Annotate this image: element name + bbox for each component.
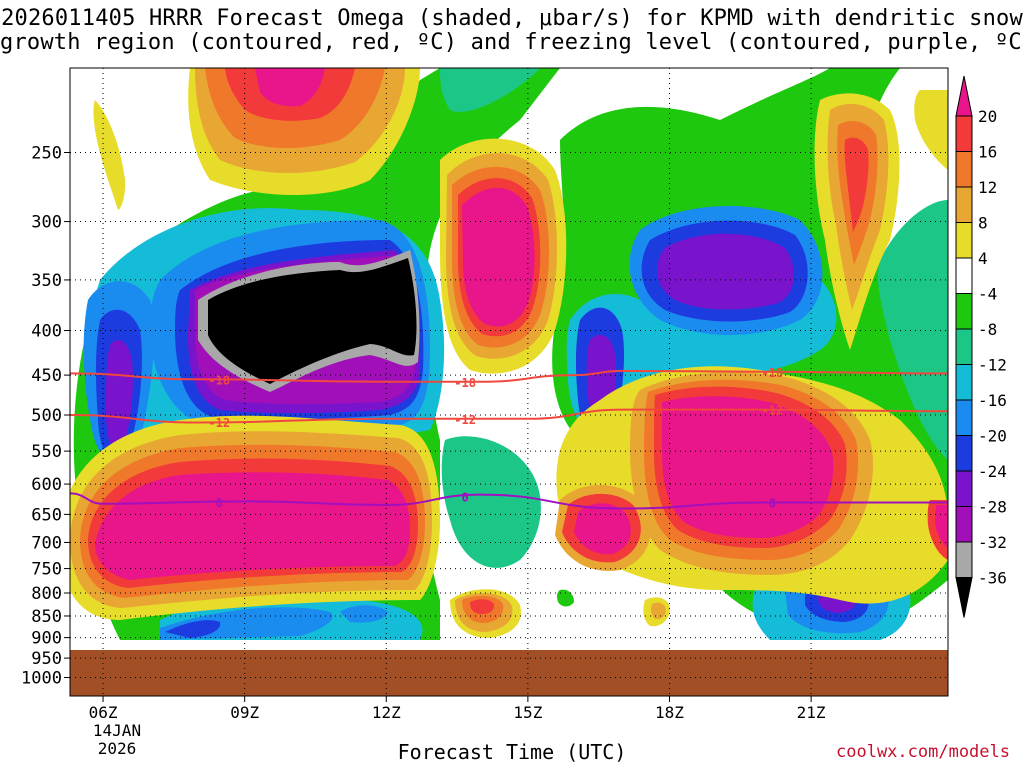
- colorbar-label: -8: [978, 320, 997, 339]
- y-tick-label: 750: [31, 560, 62, 580]
- ground-below-surface: [70, 650, 948, 696]
- contour-line: [70, 408, 948, 424]
- contour-line: [70, 369, 948, 383]
- colorbar-segment: [955, 151, 973, 188]
- colorbar-label: 8: [978, 214, 988, 233]
- y-tick-label: 600: [31, 475, 62, 495]
- colorbar-top-arrow: [955, 75, 973, 117]
- y-tick-label: 500: [31, 406, 62, 426]
- colorbar: 20 16 12 8 4 -4 -8 -12 -16 -20 -24 -28 -32 -36: [955, 75, 1007, 618]
- y-tick-label: 250: [31, 144, 62, 164]
- y-tick-label: 800: [31, 584, 62, 604]
- x-tick-label: 06Z: [89, 703, 118, 722]
- date-label-line-1: 14JAN: [93, 721, 141, 740]
- y-tick-label: 550: [31, 442, 62, 462]
- x-axis: 06Z 09Z 12Z 15Z 18Z 21Z: [89, 696, 826, 722]
- y-tick-label: 900: [31, 629, 62, 649]
- omega-region: [470, 599, 495, 614]
- contour-line: [70, 492, 948, 510]
- colorbar-label: 20: [978, 107, 997, 126]
- credit-text: coolwx.com/models: [836, 742, 1010, 762]
- y-tick-label: 950: [31, 649, 62, 669]
- contour-label: -12: [454, 413, 476, 427]
- contour-label: -18: [762, 366, 784, 380]
- colorbar-label: 12: [978, 178, 997, 197]
- y-tick-label: 400: [31, 322, 62, 342]
- contour-label: -12: [762, 404, 784, 418]
- omega-region: [95, 472, 410, 580]
- omega-region: [574, 503, 631, 555]
- x-tick-label: 21Z: [797, 703, 826, 722]
- colorbar-segment: [955, 506, 973, 543]
- colorbar-label: -20: [978, 427, 1007, 446]
- contour-label: -12: [208, 416, 230, 430]
- contour-label: 0: [216, 496, 223, 510]
- contour-label: -18: [454, 376, 476, 390]
- omega-region: [462, 187, 535, 327]
- x-tick-label: 18Z: [655, 703, 684, 722]
- colorbar-label: -36: [978, 569, 1007, 588]
- y-tick-label: 850: [31, 607, 62, 627]
- chart-title-line-1: 2026011405 HRRR Forecast Omega (shaded, …: [1, 6, 1023, 31]
- colorbar-segment: [955, 115, 973, 152]
- colorbar-segment: [955, 293, 973, 330]
- x-tick-label: 12Z: [372, 703, 401, 722]
- colorbar-label: -32: [978, 533, 1007, 552]
- y-tick-label: 700: [31, 533, 62, 553]
- colorbar-segment: [955, 435, 973, 472]
- colorbar-segment: [955, 470, 973, 507]
- contour-label: 0: [461, 490, 468, 504]
- x-axis-title: Forecast Time (UTC): [397, 740, 627, 764]
- omega-region: [340, 605, 388, 623]
- y-axis: 2503003504004505005506006507007508008509…: [21, 144, 70, 689]
- y-tick-label: 450: [31, 366, 62, 386]
- colorbar-label: -4: [978, 285, 997, 304]
- colorbar-segment: [955, 541, 973, 578]
- date-label-line-2: 2026: [98, 739, 137, 758]
- contour-label: 0: [769, 497, 776, 511]
- y-tick-label: 1000: [21, 669, 62, 689]
- omega-shading: [70, 68, 948, 696]
- colorbar-segment: [955, 399, 973, 436]
- omega-region: [106, 340, 133, 450]
- colorbar-label: -24: [978, 462, 1007, 481]
- colorbar-label: -16: [978, 391, 1007, 410]
- omega-region: [165, 620, 221, 638]
- omega-region: [878, 200, 948, 460]
- colorbar-segment: [955, 222, 973, 259]
- y-tick-label: 300: [31, 213, 62, 233]
- omega-region: [651, 602, 666, 620]
- omega-region: [255, 68, 325, 107]
- colorbar-segment: [955, 328, 973, 365]
- contour-label: -18: [208, 374, 230, 388]
- colorbar-segment: [955, 257, 973, 294]
- omega-region: [935, 505, 948, 548]
- colorbar-bottom-arrow: [955, 577, 973, 618]
- colorbar-segment: [955, 364, 973, 401]
- colorbar-label: 16: [978, 143, 997, 162]
- omega-region: [441, 436, 541, 568]
- omega-region: [914, 90, 948, 170]
- colorbar-label: -28: [978, 498, 1007, 517]
- contours: -18 -18 -18 -12 -12 -12 0 0 0: [70, 366, 948, 511]
- chart-title-line-2: growth region (contoured, red, ºC) and f…: [0, 30, 1024, 55]
- x-tick-label: 09Z: [230, 703, 259, 722]
- y-tick-label: 350: [31, 271, 62, 291]
- x-tick-label: 15Z: [513, 703, 542, 722]
- colorbar-segment: [955, 186, 973, 223]
- omega-region: [556, 589, 574, 607]
- omega-region: [93, 100, 126, 210]
- colorbar-label: 4: [978, 249, 988, 268]
- colorbar-label: -12: [978, 356, 1007, 375]
- omega-region: [440, 68, 540, 112]
- y-tick-label: 650: [31, 505, 62, 525]
- omega-region: [844, 137, 869, 232]
- omega-region: [657, 233, 794, 310]
- plot-frame: [69, 67, 949, 697]
- omega-region: [208, 258, 417, 384]
